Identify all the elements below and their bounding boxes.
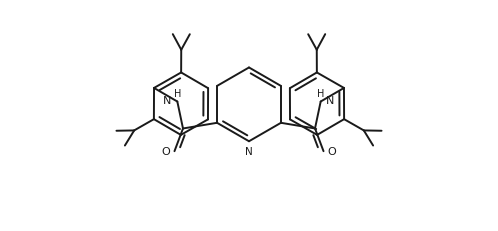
Text: N: N bbox=[245, 147, 253, 157]
Text: N: N bbox=[326, 96, 335, 106]
Text: H: H bbox=[317, 89, 324, 99]
Text: H: H bbox=[174, 89, 181, 99]
Text: O: O bbox=[161, 146, 170, 157]
Text: N: N bbox=[163, 96, 172, 106]
Text: O: O bbox=[328, 146, 337, 157]
